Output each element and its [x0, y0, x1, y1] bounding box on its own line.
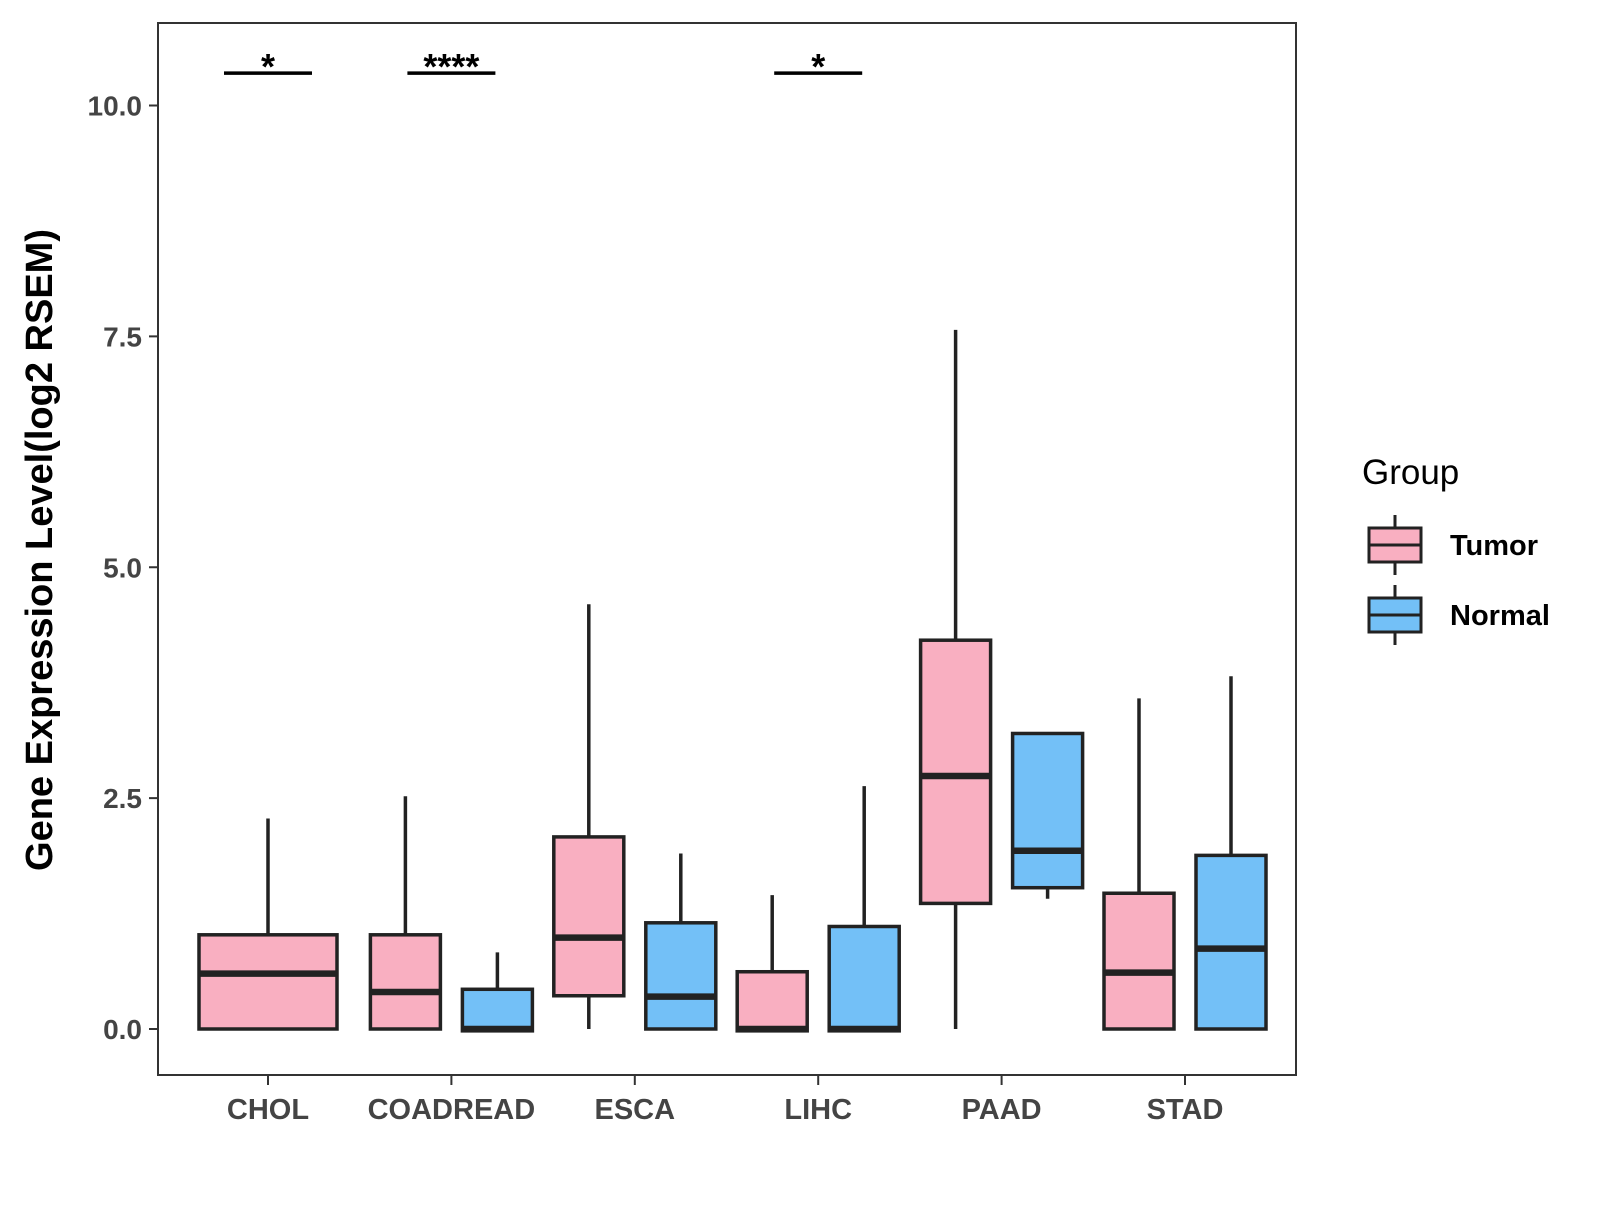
box-lihc-normal	[827, 786, 901, 1033]
box-body	[460, 987, 535, 1033]
significance-label: *	[811, 46, 825, 87]
y-tick-label: 5.0	[103, 552, 142, 583]
box-body	[918, 638, 993, 906]
box-paad-normal	[1010, 731, 1085, 899]
box-paad-tumor	[918, 329, 993, 1029]
box-esca-tumor	[552, 604, 626, 1029]
x-tick-label: CHOL	[227, 1094, 309, 1126]
legend: Group Tumor Normal	[1362, 453, 1550, 645]
plot-border	[157, 22, 1297, 1076]
box-stad-tumor	[1102, 698, 1176, 1031]
box-chol-tumor	[197, 818, 339, 1031]
box-lihc-tumor	[735, 895, 809, 1033]
box-stad-normal	[1194, 676, 1268, 1031]
box-esca-normal	[644, 853, 718, 1031]
box-body	[368, 933, 443, 1031]
y-tick-label: 10.0	[88, 91, 143, 122]
box-body	[1194, 853, 1268, 1031]
x-tick-label: STAD	[1147, 1094, 1224, 1126]
x-tick-label: LIHC	[784, 1094, 852, 1126]
significance-label: ****	[423, 46, 479, 87]
plot-panel: 0.0 2.5 5.0 7.5 10.0 CHOL COADREAD ESCA LIHC PAAD…	[88, 22, 1297, 1126]
box-body	[827, 924, 901, 1033]
box-body	[1102, 891, 1176, 1031]
legend-label: Normal	[1450, 600, 1550, 632]
box-body	[644, 921, 718, 1031]
y-tick-label: 2.5	[103, 783, 142, 814]
y-tick-label: 7.5	[103, 321, 142, 352]
y-axis-label: Gene Expression Level(log2 RSEM)	[19, 229, 61, 871]
legend-item-normal: Normal	[1367, 585, 1550, 645]
box-body	[552, 835, 626, 998]
box-body	[197, 933, 339, 1031]
significance-label: *	[261, 46, 275, 87]
legend-label: Tumor	[1450, 530, 1538, 562]
box-coadread-normal	[460, 952, 535, 1033]
box-coadread-tumor	[368, 796, 443, 1031]
box-body	[735, 969, 809, 1033]
x-tick-label: COADREAD	[368, 1094, 536, 1126]
y-tick-label: 0.0	[103, 1014, 142, 1045]
x-tick-label: ESCA	[595, 1094, 676, 1126]
legend-title: Group	[1362, 453, 1459, 492]
legend-item-tumor: Tumor	[1367, 515, 1538, 575]
x-tick-label: PAAD	[962, 1094, 1042, 1126]
box-body	[1010, 731, 1085, 890]
